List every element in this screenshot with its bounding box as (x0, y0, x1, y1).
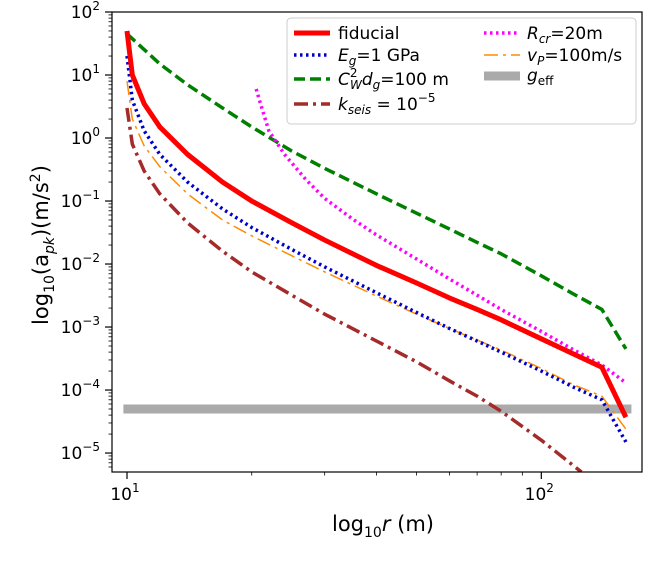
legend-label-eg: Eg=1 GPa (338, 46, 420, 68)
legend-frame (286, 17, 637, 125)
legend-label-rcr: Rcr=20m (527, 24, 603, 46)
series-line-rcr (254, 88, 627, 385)
legend-label-fiducial: fiducial (338, 24, 399, 44)
y-tick-label: 10−2 (61, 251, 100, 275)
y-tick-label: 10−4 (61, 377, 100, 401)
legend-label-kseis: kseis = 10−5 (338, 91, 435, 117)
y-tick-label: 10−1 (61, 188, 100, 212)
y-tick-label: 100 (71, 125, 100, 149)
plot-frame (111, 11, 643, 473)
legend: fiducial Eg=1 GPa C2 Wdg=100 m kseis = 10… (286, 17, 637, 125)
ticks-layer: 101 102 10−5 10−4 10−3 10−2 10−1 100 101 102 (61, 0, 554, 505)
y-axis-label: log10(apk)(m/s2) (28, 165, 58, 325)
series-line-vp (126, 81, 627, 430)
legend-label-vp: vP=100m/s (527, 46, 622, 68)
y-tick-label: 10−3 (61, 314, 100, 338)
x-axis-label: log10r (m) (332, 512, 434, 541)
series-layer (123, 30, 632, 472)
series-line-cw (125, 32, 628, 350)
legend-label-cw: C2 Wdg=100 m (338, 66, 449, 92)
y-tick-label: 101 (71, 62, 100, 86)
series-line-kseis (125, 107, 583, 472)
y-tick-label: 102 (71, 0, 100, 23)
legend-label-geff: geff (527, 66, 554, 88)
y-tick-label: 10−5 (61, 440, 100, 464)
series-line-fiducial (124, 30, 629, 419)
x-tick-label: 101 (110, 481, 139, 505)
series-line-eg (125, 55, 628, 443)
x-tick-label: 102 (525, 481, 554, 505)
